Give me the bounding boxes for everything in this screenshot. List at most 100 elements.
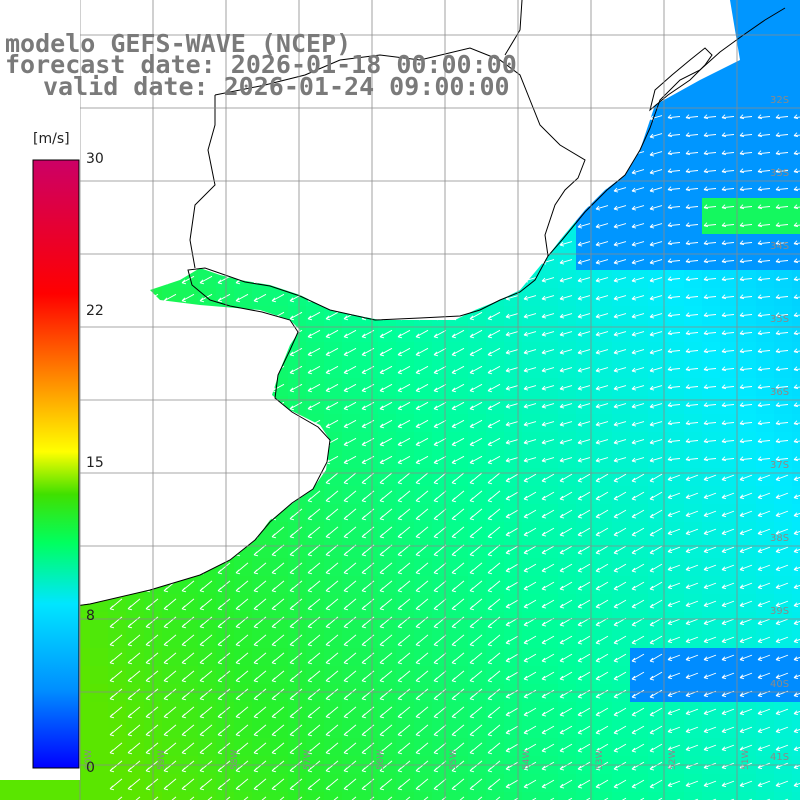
wind-cell (792, 774, 800, 792)
wind-cell (90, 738, 108, 756)
wind-arrow (631, 385, 645, 391)
wind-cell (576, 792, 594, 800)
wind-arrow (307, 544, 321, 557)
wind-arrow (487, 598, 501, 611)
wind-arrow (469, 580, 483, 593)
wind-arrow (379, 706, 393, 719)
wind-arrow (667, 438, 681, 444)
border-brazil (504, 0, 523, 56)
wind-arrow (757, 456, 771, 462)
wind-arrow (451, 419, 465, 429)
wind-arrow (775, 726, 789, 734)
wind-arrow (559, 743, 573, 753)
wind-arrow (343, 329, 357, 339)
wind-arrow (415, 670, 429, 683)
wind-arrow (433, 760, 447, 773)
wind-arrow (613, 779, 627, 789)
wind-cell (792, 486, 800, 504)
wind-arrow (603, 797, 609, 800)
wind-arrow (253, 688, 267, 701)
wind-arrow (279, 796, 285, 800)
wind-arrow (523, 563, 537, 573)
wind-arrow (721, 348, 735, 354)
wind-arrow (685, 384, 699, 390)
wind-arrow (541, 581, 555, 591)
wind-arrow (487, 742, 501, 755)
wind-arrow (595, 635, 609, 645)
longitude-label: 60W (84, 750, 94, 770)
wind-arrow (721, 744, 735, 752)
wind-arrow (235, 580, 249, 593)
wind-cell (792, 504, 800, 522)
wind-arrow (469, 472, 483, 485)
wind-arrow (433, 724, 447, 737)
wind-arrow (757, 366, 771, 372)
wind-arrow (451, 329, 465, 339)
model-title: modelo GEFS-WAVE (NCEP) (5, 29, 352, 58)
wind-arrow (199, 742, 213, 755)
wind-arrow (523, 671, 537, 681)
wind-arrow (307, 598, 321, 611)
wind-cell (180, 792, 198, 800)
wind-arrow (433, 688, 447, 701)
wind-arrow (523, 527, 537, 537)
wind-arrow (685, 600, 699, 608)
wind-arrow (793, 692, 800, 698)
wind-arrow (793, 728, 800, 734)
wind-arrow (271, 562, 285, 575)
wind-arrow (577, 439, 591, 445)
wind-cell (774, 792, 792, 800)
wind-arrow (199, 634, 213, 647)
wind-arrow (631, 779, 645, 789)
wind-arrow (595, 743, 609, 753)
wind-arrow (307, 401, 321, 411)
wind-arrow (289, 365, 303, 375)
wind-arrow (469, 760, 483, 773)
wind-arrow (667, 510, 681, 518)
wind-arrow (469, 616, 483, 629)
wind-arrow (531, 797, 537, 800)
wind-arrow (667, 780, 681, 788)
wind-arrow (379, 526, 393, 539)
wind-arrow (487, 455, 501, 465)
wind-arrow (793, 420, 800, 426)
wind-arrow (109, 742, 123, 755)
wind-arrow (793, 638, 800, 644)
wind-arrow (469, 437, 483, 447)
wind-arrow (523, 385, 537, 391)
wind-arrow (667, 492, 681, 500)
wind-arrow (487, 688, 501, 701)
wind-arrow (487, 616, 501, 629)
wind-cell (540, 792, 558, 800)
longitude-label: 54W (522, 750, 532, 770)
wind-arrow (379, 365, 393, 375)
wind-arrow (631, 761, 645, 771)
wind-arrow (793, 402, 800, 408)
wind-arrow (631, 689, 645, 699)
wind-arrow (415, 508, 429, 521)
wind-arrow (793, 494, 800, 500)
wind-arrow (559, 707, 573, 717)
wind-arrow (595, 761, 609, 771)
wind-arrow (433, 742, 447, 755)
wind-arrow (595, 689, 609, 699)
wind-arrow (397, 670, 411, 683)
wind-arrow (649, 313, 663, 319)
wind-cell (738, 54, 756, 72)
land-area (0, 0, 740, 620)
wind-arrow (217, 778, 231, 791)
wind-arrow (595, 349, 609, 355)
wind-arrow (595, 313, 609, 319)
wind-arrow (451, 580, 465, 593)
wind-arrow (775, 546, 789, 554)
wind-arrow (307, 778, 321, 791)
wind-arrow (595, 277, 609, 283)
wind-arrow (433, 778, 447, 791)
wind-arrow (577, 707, 591, 717)
wind-arrow (343, 383, 357, 393)
wind-arrow (649, 295, 663, 301)
wind-arrow (757, 564, 771, 572)
wind-arrow (127, 778, 141, 791)
wind-arrow (145, 670, 159, 683)
